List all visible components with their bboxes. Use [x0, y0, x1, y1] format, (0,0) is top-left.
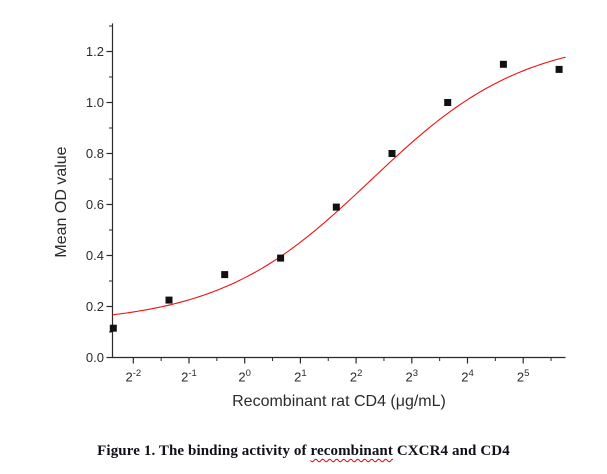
y-tick-label: 0.6: [86, 197, 104, 212]
y-axis: 0.0 0.2 0.4 0.6 0.8 1.0 1.2: [86, 25, 113, 365]
x-tick-label: 24: [461, 368, 474, 385]
x-tick-label: 20: [238, 368, 251, 385]
data-point-square: [109, 324, 117, 332]
data-point-square: [165, 296, 173, 304]
data-point-square: [499, 60, 507, 68]
y-tick-label: 0.0: [86, 350, 104, 365]
data-point-square: [221, 271, 229, 279]
y-tick-label: 0.4: [86, 248, 104, 263]
axis-lines: [111, 23, 566, 359]
data-points: [109, 60, 563, 332]
y-tick-label: 1.2: [86, 44, 104, 59]
figure-caption: Figure 1. The binding activity of recomb…: [0, 443, 607, 460]
x-tick-label: 2-1: [181, 368, 197, 385]
x-axis: 2-2 2-1 20 21 22 23 24 25: [125, 357, 552, 385]
x-tick-label: 23: [406, 368, 419, 385]
data-point-square: [332, 203, 340, 211]
data-point-square: [444, 99, 452, 106]
caption-misspelled-word: recombinant: [310, 443, 393, 459]
data-point-square: [555, 65, 563, 73]
x-tick-label: 2-2: [125, 368, 141, 385]
y-tick-label: 0.2: [86, 299, 104, 314]
caption-text-prefix: Figure 1. The binding activity of: [97, 443, 311, 459]
y-axis-title: Mean OD value: [53, 146, 70, 257]
x-tick-label: 22: [350, 368, 363, 385]
fit-curve-line: [112, 56, 566, 316]
x-axis-title: Recombinant rat CD4 (μg/mL): [232, 393, 446, 410]
binding-activity-chart: 0.0 0.2 0.4 0.6 0.8 1.0 1.2 2-2 2-1 20 21 22 23 24 25 R…: [53, 23, 566, 410]
x-tick-label: 21: [294, 368, 307, 385]
y-tick-label: 0.8: [86, 146, 104, 161]
caption-text-suffix: CXCR4 and CD4: [392, 443, 510, 459]
chart-svg: 0.0 0.2 0.4 0.6 0.8 1.0 1.2 2-2 2-1 20 21 22 23 24 25 R…: [53, 23, 566, 410]
data-point-square: [277, 254, 285, 262]
data-point-square: [388, 150, 396, 157]
x-tick-label: 25: [517, 368, 530, 385]
y-tick-label: 1.0: [86, 95, 104, 110]
